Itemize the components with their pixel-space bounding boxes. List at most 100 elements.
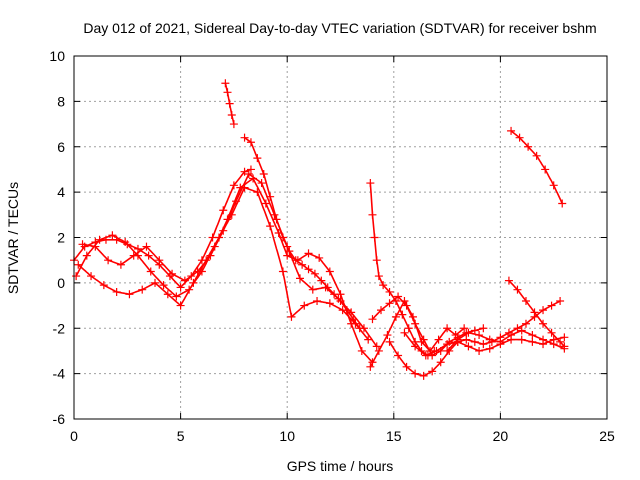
data-point bbox=[168, 269, 177, 278]
data-point bbox=[349, 315, 358, 324]
series-arc-14 bbox=[507, 126, 567, 208]
data-point bbox=[229, 120, 238, 129]
data-point bbox=[176, 283, 185, 292]
data-point bbox=[308, 285, 317, 294]
data-point bbox=[539, 335, 548, 344]
data-point bbox=[411, 342, 420, 351]
data-point bbox=[176, 301, 185, 310]
y-tick-label: 4 bbox=[57, 184, 65, 200]
data-point bbox=[453, 335, 462, 344]
data-point bbox=[325, 299, 334, 308]
data-point bbox=[223, 88, 232, 97]
series-trace bbox=[403, 332, 565, 357]
data-point bbox=[74, 260, 83, 269]
data-point bbox=[172, 292, 181, 301]
data-point bbox=[372, 342, 381, 351]
data-point bbox=[82, 251, 91, 260]
data-point bbox=[539, 306, 548, 315]
data-point bbox=[372, 256, 381, 265]
data-point bbox=[304, 249, 313, 258]
data-point bbox=[121, 238, 130, 247]
data-point bbox=[475, 346, 484, 355]
data-point bbox=[368, 315, 377, 324]
data-point bbox=[330, 290, 339, 299]
y-tick-label: -6 bbox=[53, 411, 66, 427]
data-point bbox=[298, 260, 307, 269]
data-point bbox=[460, 324, 469, 333]
data-point bbox=[278, 267, 287, 276]
data-point bbox=[485, 344, 494, 353]
data-point bbox=[379, 281, 388, 290]
data-point bbox=[374, 272, 383, 281]
data-point bbox=[496, 337, 505, 346]
data-point bbox=[385, 337, 394, 346]
data-point bbox=[325, 267, 334, 276]
data-point bbox=[411, 319, 420, 328]
axis-ticks: 0 5 10 15 20 25 -6 -4 -2 0 2 4 6 8 10 bbox=[49, 48, 615, 444]
data-point bbox=[507, 331, 516, 340]
y-tick-label: 0 bbox=[57, 275, 65, 291]
data-point bbox=[470, 326, 479, 335]
data-point bbox=[342, 306, 351, 315]
data-point bbox=[479, 324, 488, 333]
data-point bbox=[317, 276, 326, 285]
data-point bbox=[253, 154, 262, 163]
data-point bbox=[240, 167, 249, 176]
data-point bbox=[287, 312, 296, 321]
data-point bbox=[398, 310, 407, 319]
data-point bbox=[428, 367, 437, 376]
x-tick-label: 0 bbox=[70, 428, 78, 444]
y-tick-label: 2 bbox=[57, 230, 65, 246]
data-point bbox=[138, 285, 147, 294]
data-point bbox=[266, 192, 275, 201]
data-point bbox=[517, 335, 526, 344]
data-point bbox=[366, 179, 375, 188]
data-point bbox=[272, 215, 281, 224]
data-point bbox=[366, 362, 375, 371]
data-point bbox=[385, 299, 394, 308]
data-point bbox=[504, 276, 513, 285]
data-point bbox=[266, 222, 275, 231]
data-point bbox=[310, 269, 319, 278]
x-tick-label: 10 bbox=[279, 428, 295, 444]
data-point bbox=[142, 242, 151, 251]
data-point bbox=[485, 335, 494, 344]
data-point bbox=[72, 272, 81, 281]
y-tick-label: 6 bbox=[57, 139, 65, 155]
data-point bbox=[313, 297, 322, 306]
data-point bbox=[99, 281, 108, 290]
data-point bbox=[394, 351, 403, 360]
data-point bbox=[462, 335, 471, 344]
data-point bbox=[547, 301, 556, 310]
y-tick-label: 8 bbox=[57, 93, 65, 109]
data-point bbox=[541, 165, 550, 174]
series-trace bbox=[369, 299, 465, 368]
data-point bbox=[507, 126, 516, 135]
data-point bbox=[539, 319, 548, 328]
data-point bbox=[402, 301, 411, 310]
data-point bbox=[443, 340, 452, 349]
data-point bbox=[370, 233, 379, 242]
data-point bbox=[475, 331, 484, 340]
data-point bbox=[436, 358, 445, 367]
y-axis-label: SDTVAR / TECUs bbox=[5, 182, 21, 294]
data-point bbox=[229, 181, 238, 190]
data-point bbox=[244, 169, 253, 178]
data-point bbox=[383, 331, 392, 340]
data-point bbox=[278, 233, 287, 242]
x-tick-label: 5 bbox=[177, 428, 185, 444]
data-point bbox=[400, 328, 409, 337]
data-point bbox=[419, 371, 428, 380]
data-point bbox=[528, 331, 537, 340]
data-point bbox=[78, 240, 87, 249]
data-point bbox=[95, 235, 104, 244]
data-point bbox=[549, 340, 558, 349]
data-point bbox=[421, 351, 430, 360]
data-point bbox=[91, 242, 100, 251]
data-point bbox=[125, 290, 134, 299]
data-point bbox=[530, 308, 539, 317]
y-tick-label: -2 bbox=[53, 320, 66, 336]
data-point bbox=[432, 346, 441, 355]
data-point bbox=[285, 247, 294, 256]
